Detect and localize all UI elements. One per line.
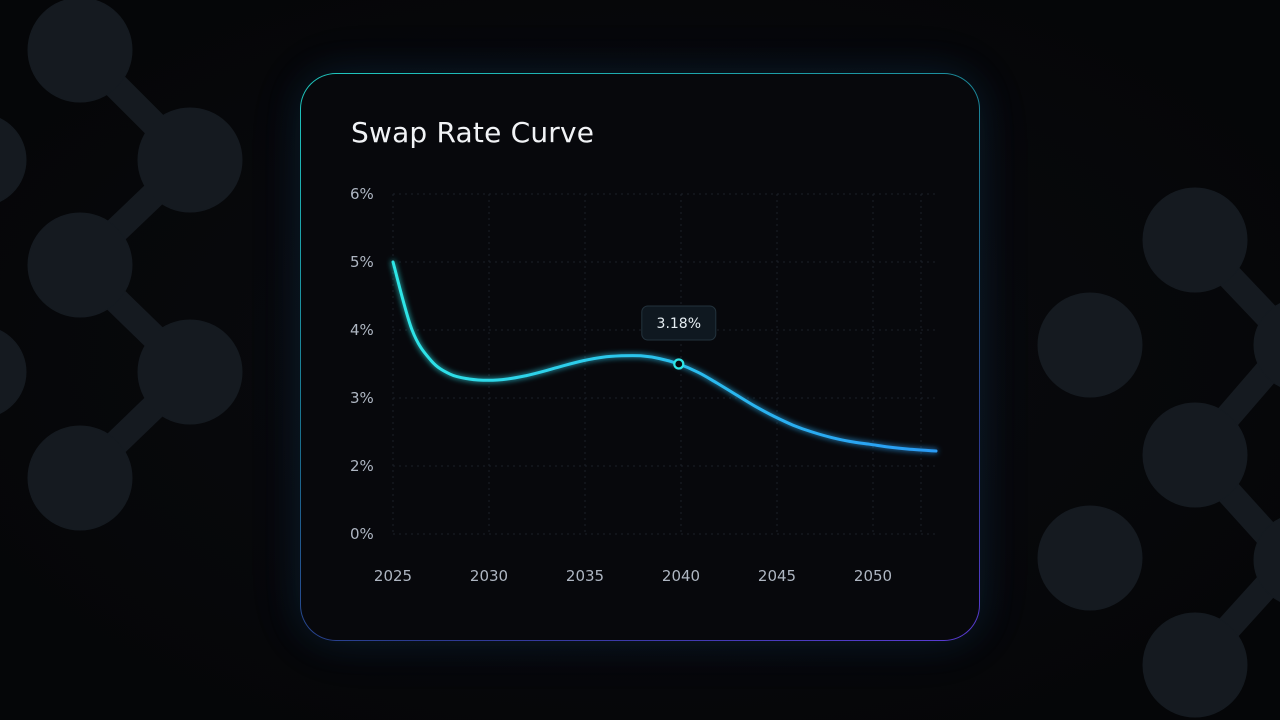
y-tick-label: 5%	[350, 253, 374, 271]
y-tick-label: 3%	[350, 389, 374, 407]
y-tick-label: 2%	[350, 457, 374, 475]
x-tick-label: 2045	[758, 567, 796, 585]
chart-grid	[392, 193, 936, 535]
series-layer	[391, 260, 938, 453]
x-tick-label: 2025	[374, 567, 412, 585]
line-chart: 6% 5% 4% 3% 2% 0% 2025 2030 2035 2040 2045 2050 3.…	[350, 185, 938, 585]
x-tick-label: 2050	[854, 567, 892, 585]
x-tick-label: 2040	[662, 567, 700, 585]
highlight-layer: 3.18%	[641, 305, 717, 370]
tooltip-box	[641, 305, 717, 341]
highlight-point[interactable]	[673, 358, 685, 370]
y-tick-label: 6%	[350, 185, 374, 203]
right-molecule-decoration	[1037, 187, 1280, 718]
x-axis-ticks: 2025 2030 2035 2040 2045 2050	[374, 567, 892, 585]
series-line	[391, 260, 938, 453]
y-tick-label: 0%	[350, 525, 374, 543]
tooltip-label: 3.18%	[657, 316, 701, 332]
y-tick-label: 4%	[350, 321, 374, 339]
chart-title: Swap Rate Curve	[351, 116, 595, 149]
x-tick-label: 2030	[470, 567, 508, 585]
left-molecule-decoration	[0, 0, 243, 531]
chart-card: Swap Rate Curve 6% 5% 4% 3% 2% 0% 2025 2030 203…	[300, 73, 980, 641]
x-tick-label: 2035	[566, 567, 604, 585]
y-axis-ticks: 6% 5% 4% 3% 2% 0%	[350, 185, 374, 543]
